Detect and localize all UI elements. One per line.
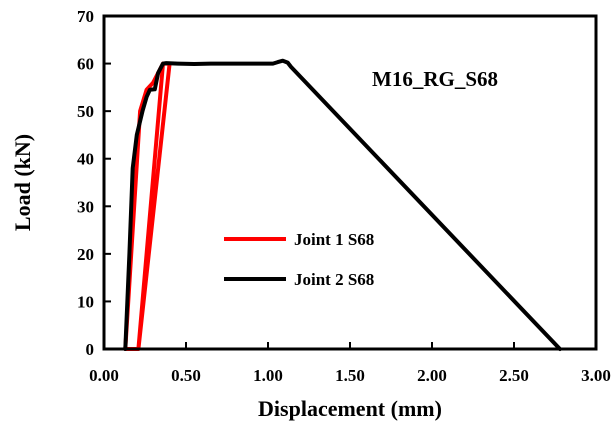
series-layer — [123, 58, 562, 351]
x-tick-label: 2.50 — [499, 366, 529, 385]
x-tick-label: 0.00 — [89, 366, 119, 385]
x-axis-label: Displacement (mm) — [258, 396, 442, 421]
x-tick-label: 1.00 — [253, 366, 283, 385]
x-tick-label: 3.00 — [581, 366, 611, 385]
legend-label-joint-1: Joint 1 S68 — [294, 230, 374, 249]
ticks-layer — [103, 15, 597, 350]
y-tick-label: 30 — [77, 197, 94, 216]
x-tick-label: 1.50 — [335, 366, 365, 385]
chart-annotation: M16_RG_S68 — [372, 67, 498, 91]
series-line-2 — [123, 58, 562, 351]
plot-frame — [102, 14, 598, 351]
x-tick-label: 2.00 — [417, 366, 447, 385]
x-tick-label: 0.50 — [171, 366, 201, 385]
y-tick-label: 0 — [86, 340, 95, 359]
legend-label-joint-2: Joint 2 S68 — [294, 270, 374, 289]
y-tick-label: 20 — [77, 245, 94, 264]
y-tick-label: 70 — [77, 7, 94, 26]
tick-labels-layer: 0.00 0.50 1.00 1.50 2.00 2.50 3.00 0 10 20 30 40 50 6… — [77, 7, 611, 385]
y-tick-label: 10 — [77, 292, 94, 311]
y-axis-label: Load (kN) — [10, 134, 35, 231]
legend: Joint 1 S68 Joint 2 S68 — [224, 230, 374, 289]
y-tick-label: 50 — [77, 102, 94, 121]
y-tick-label: 40 — [77, 150, 94, 169]
y-tick-label: 60 — [77, 55, 94, 74]
